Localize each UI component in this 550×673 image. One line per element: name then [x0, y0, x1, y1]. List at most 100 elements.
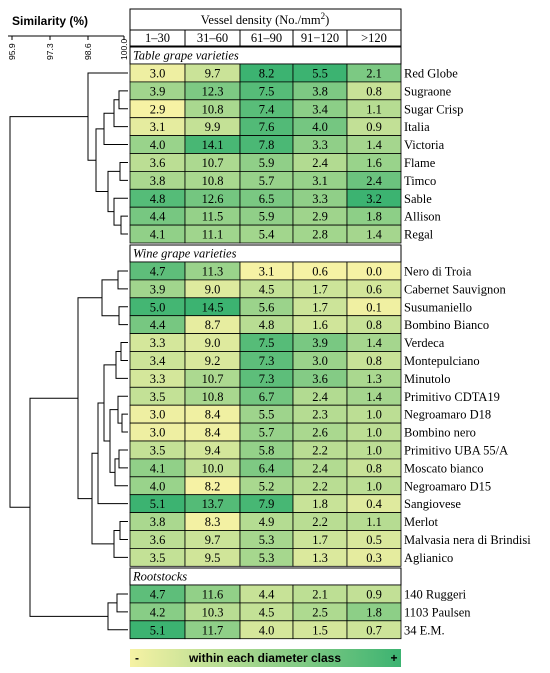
cell-value: 5.1: [150, 623, 166, 637]
cell-value: 5.2: [259, 479, 275, 493]
dendrogram-branch: [120, 215, 128, 235]
dendrogram-branch: [117, 395, 128, 424]
cell-value: 2.4: [366, 174, 382, 188]
dendrogram-branch: [97, 402, 128, 505]
row-label: Nero di Troia: [404, 264, 472, 278]
row-label: Negroamaro D15: [404, 479, 491, 493]
cell-value: 2.4: [312, 156, 328, 170]
cell-value: 9.5: [205, 551, 221, 565]
row-label: Sugar Crisp: [404, 102, 463, 116]
cell-value: 3.3: [312, 138, 328, 152]
dendrogram-branch: [120, 342, 128, 361]
cell-value: 2.2: [312, 443, 328, 457]
column-header: 1–30: [145, 31, 170, 45]
cell-value: 10.3: [202, 605, 224, 619]
dendrogram-branch: [101, 279, 119, 317]
cell-value: 3.6: [150, 533, 166, 547]
cell-value: 14.1: [202, 138, 224, 152]
dendrogram-branch: [91, 452, 114, 545]
cell-value: 5.5: [259, 408, 275, 422]
cell-value: 1.4: [366, 228, 382, 242]
cell-value: 12.6: [202, 192, 224, 206]
heatmap-cell: [346, 620, 402, 640]
cell-value: 4.0: [259, 623, 275, 637]
cell-value: 2.1: [366, 66, 382, 80]
cell-value: 5.7: [259, 426, 275, 440]
cell-value: 10.8: [202, 390, 224, 404]
cell-value: 5.9: [259, 210, 275, 224]
legend-minus: -: [135, 651, 139, 665]
cell-value: 0.9: [366, 120, 382, 134]
cell-value: 4.5: [259, 282, 275, 296]
column-header: 31–60: [197, 31, 228, 45]
dendrogram-branch: [107, 602, 128, 631]
row-label: Timco: [404, 174, 436, 188]
cell-value: 4.1: [150, 228, 166, 242]
dendrogram-branch: [87, 72, 128, 161]
cell-value: 4.1: [150, 461, 166, 475]
cell-value: 2.1: [312, 587, 328, 601]
cell-value: 9.7: [205, 533, 221, 547]
row-label: Susumaniello: [404, 300, 472, 314]
cell-value: 1.4: [366, 138, 382, 152]
cell-value: 0.8: [366, 354, 382, 368]
legend-gradient-bar: [130, 649, 401, 667]
row-label: Primitivo UBA 55/A: [404, 443, 508, 457]
cell-value: 7.3: [259, 372, 275, 386]
cell-value: 1.1: [366, 515, 382, 529]
similarity-axis: Similarity (%) 95.9 97.3 98.6 100.0: [7, 14, 129, 60]
row-label: Moscato bianco: [404, 461, 484, 475]
column-header: >120: [361, 31, 387, 45]
cell-value: 3.2: [366, 192, 382, 206]
cell-value: 11.6: [202, 587, 223, 601]
cell-value: 11.7: [202, 623, 223, 637]
dendrogram-branch: [109, 409, 118, 473]
cell-value: 2.8: [312, 228, 328, 242]
row-label: 34 E.M.: [404, 623, 445, 637]
dendrogram-branch: [9, 116, 88, 508]
cell-value: 2.9: [312, 210, 328, 224]
row-label: Flame: [404, 156, 436, 170]
cell-value: 0.8: [366, 461, 382, 475]
row-label: Merlot: [404, 515, 439, 529]
cell-value: 4.4: [150, 210, 166, 224]
dendrogram-branch: [118, 90, 128, 110]
section-title: Table grape varieties: [133, 49, 239, 63]
cell-value: 8.2: [205, 479, 221, 493]
row-label: Aglianico: [404, 551, 453, 565]
row-label: 1103 Paulsen: [404, 605, 471, 619]
similarity-tick-label: 95.9: [7, 43, 17, 60]
similarity-tick-label: 97.3: [45, 43, 55, 60]
cell-value: 5.8: [259, 443, 275, 457]
cell-value: 0.0: [366, 264, 382, 278]
cell-value: 3.3: [312, 192, 328, 206]
cell-value: 8.4: [205, 426, 221, 440]
cell-value: 0.1: [366, 300, 382, 314]
cell-value: 3.3: [150, 372, 166, 386]
cell-value: 3.0: [150, 426, 166, 440]
cell-value: 1.7: [312, 533, 328, 547]
dendrogram-branch: [29, 397, 108, 617]
dendrogram-branch: [119, 161, 128, 181]
cell-value: 11.3: [202, 264, 223, 278]
cell-value: 3.8: [150, 515, 166, 529]
cell-value: 11.1: [202, 228, 223, 242]
dendrogram-branch: [119, 521, 128, 540]
cell-value: 11.5: [202, 210, 223, 224]
cell-value: 5.3: [259, 551, 275, 565]
cell-value: 3.8: [150, 174, 166, 188]
cell-value: 4.5: [259, 605, 275, 619]
cell-value: 7.3: [259, 354, 275, 368]
row-label: Italia: [404, 120, 430, 134]
cell-value: 4.7: [150, 587, 166, 601]
cell-value: 5.5: [312, 66, 328, 80]
cell-value: 4.7: [150, 264, 166, 278]
row-label: Bombino Bianco: [404, 318, 489, 332]
section-title: Rootstocks: [132, 570, 187, 584]
cell-value: 3.1: [150, 120, 166, 134]
dendrogram: [9, 72, 128, 631]
cell-value: 3.6: [312, 372, 328, 386]
cell-value: 2.6: [312, 426, 328, 440]
row-label: 140 Ruggeri: [404, 587, 467, 601]
similarity-tick-label: 100.0: [119, 38, 129, 60]
